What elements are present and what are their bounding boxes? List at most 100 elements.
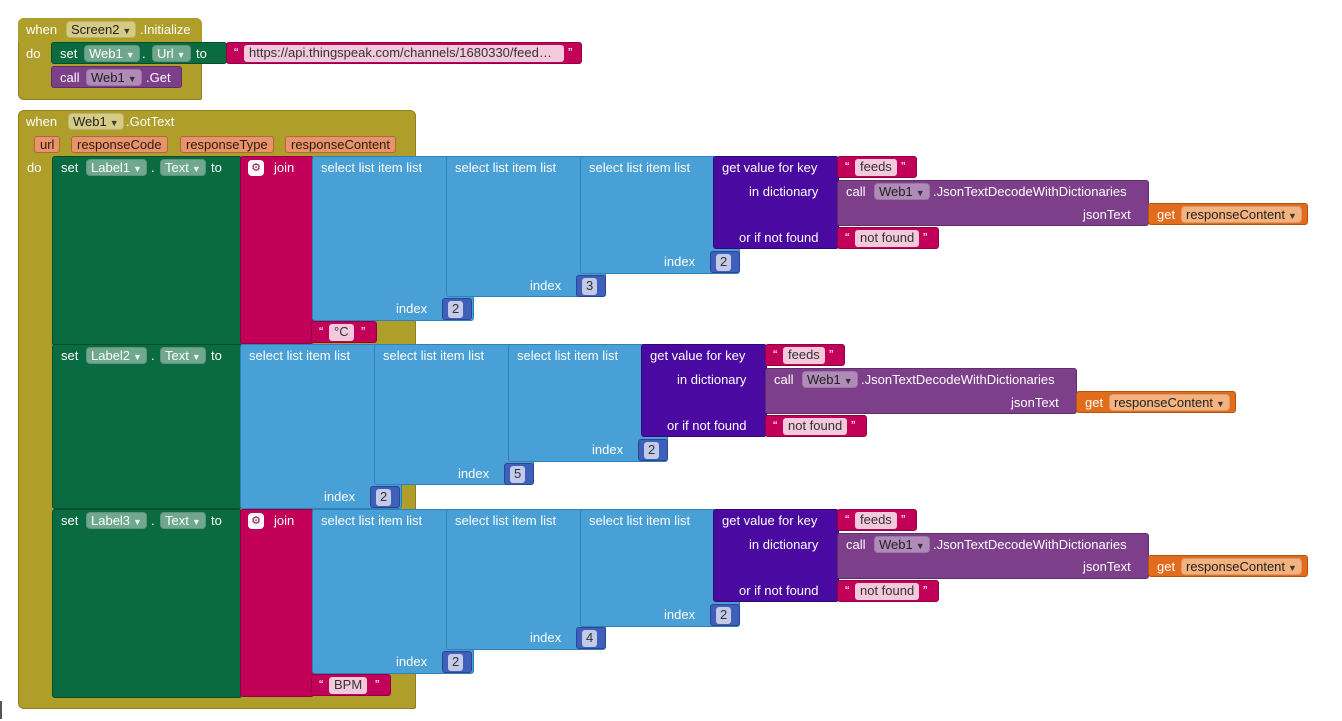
do-label: do	[27, 160, 42, 175]
gear-icon[interactable]: ⚙	[248, 160, 264, 176]
label-component-dropdown[interactable]: Label1 ▼	[86, 159, 147, 176]
join-block[interactable]	[240, 156, 314, 344]
chevron-down-icon: ▼	[122, 26, 132, 36]
dot-separator: .	[151, 513, 155, 528]
select-list-item-label: select list item list	[321, 513, 423, 528]
web-component-dropdown[interactable]: Web1 ▼	[874, 536, 930, 553]
json-text-label: jsonText	[1083, 559, 1131, 574]
not-found-text-field[interactable]: not found	[783, 418, 848, 435]
close-quote: ”	[851, 418, 856, 433]
chevron-down-icon: ▼	[843, 376, 853, 386]
in-dictionary-label: in dictionary	[677, 372, 747, 387]
to-label: to	[211, 513, 222, 528]
label-component-dropdown[interactable]: Label3 ▼	[86, 512, 147, 529]
select-list-item-block-mid[interactable]	[446, 156, 606, 297]
key-text-field[interactable]: feeds	[855, 512, 897, 529]
close-quote: ”	[829, 347, 834, 362]
text-cursor	[0, 701, 2, 719]
open-quote: “	[773, 418, 778, 433]
close-quote: ”	[568, 45, 573, 60]
or-if-not-found-label: or if not found	[739, 583, 819, 598]
url-property-dropdown[interactable]: Url ▼	[152, 45, 191, 62]
get-label: get	[1157, 207, 1176, 222]
dot-separator: .	[142, 46, 146, 61]
get-value-for-key-block[interactable]	[641, 344, 767, 437]
web-component-dropdown[interactable]: Web1 ▼	[874, 183, 930, 200]
web-component-dropdown[interactable]: Web1 ▼	[84, 45, 140, 62]
label-component-dropdown[interactable]: Label2 ▼	[86, 347, 147, 364]
gottext-event-name: .GotText	[126, 114, 175, 129]
select-list-item-block-mid[interactable]	[374, 344, 534, 485]
variable-dropdown[interactable]: responseContent ▼	[1181, 558, 1302, 575]
index-number-field[interactable]: 3	[582, 278, 598, 295]
initialize-event-name: .Initialize	[140, 22, 191, 37]
text-property-dropdown[interactable]: Text ▼	[160, 347, 206, 364]
variable-dropdown[interactable]: responseContent ▼	[1181, 206, 1302, 223]
param-response-code[interactable]: responseCode	[71, 136, 168, 153]
to-label: to	[211, 348, 222, 363]
index-number-field[interactable]: 2	[448, 654, 464, 671]
open-quote: “	[319, 324, 324, 339]
key-text-field[interactable]: feeds	[855, 159, 897, 176]
not-found-text-field[interactable]: not found	[855, 230, 920, 247]
index-number-field[interactable]: 2	[716, 607, 732, 624]
call-label: call	[60, 70, 80, 85]
when-label: when	[26, 114, 58, 129]
gear-icon[interactable]: ⚙	[248, 513, 264, 529]
param-url[interactable]: url	[34, 136, 61, 153]
chevron-down-icon: ▼	[1288, 211, 1297, 221]
index-number-field[interactable]: 2	[376, 489, 392, 506]
index-number-field[interactable]: 2	[448, 301, 464, 318]
text-property-dropdown[interactable]: Text ▼	[160, 159, 206, 176]
chevron-down-icon: ▼	[125, 50, 135, 60]
join-label: join	[274, 160, 295, 175]
url-text-field[interactable]: https://api.thingspeak.com/channels/1680…	[244, 45, 564, 62]
close-quote: ”	[901, 512, 906, 527]
set-label2-text-block[interactable]	[52, 344, 242, 509]
index-number-field[interactable]: 2	[716, 254, 732, 271]
index-number-field[interactable]: 4	[582, 630, 598, 647]
index-label: index	[592, 442, 624, 457]
json-text-label: jsonText	[1083, 207, 1131, 222]
suffix-text-field[interactable]: °C	[329, 324, 354, 341]
get-value-for-key-label: get value for key	[722, 160, 818, 175]
chevron-down-icon: ▼	[191, 164, 201, 174]
not-found-text-field[interactable]: not found	[855, 583, 920, 600]
set-label1-text-block[interactable]	[52, 156, 242, 346]
select-list-item-label: select list item list	[455, 160, 557, 175]
or-if-not-found-label: or if not found	[739, 230, 819, 245]
index-number-field[interactable]: 5	[510, 466, 526, 483]
set-label: set	[61, 160, 79, 175]
call-label: call	[846, 184, 866, 199]
call-label: call	[774, 372, 794, 387]
web-component-dropdown[interactable]: Web1 ▼	[86, 69, 142, 86]
or-if-not-found-label: or if not found	[667, 418, 747, 433]
select-list-item-label: select list item list	[455, 513, 557, 528]
open-quote: “	[845, 159, 850, 174]
index-label: index	[664, 254, 696, 269]
screen-component-dropdown[interactable]: Screen2 ▼	[66, 21, 137, 38]
web-component-dropdown[interactable]: Web1 ▼	[68, 113, 124, 130]
chevron-down-icon: ▼	[191, 352, 201, 362]
param-response-type[interactable]: responseType	[180, 136, 274, 153]
dot-separator: .	[151, 160, 155, 175]
index-label: index	[396, 654, 428, 669]
suffix-text-field[interactable]: BPM	[329, 677, 368, 694]
chevron-down-icon: ▼	[1216, 399, 1225, 409]
chevron-down-icon: ▼	[109, 118, 119, 128]
param-response-content[interactable]: responseContent	[285, 136, 397, 153]
select-list-item-label: select list item list	[589, 513, 691, 528]
in-dictionary-label: in dictionary	[749, 537, 819, 552]
join-block[interactable]	[240, 509, 314, 697]
set-label: set	[60, 46, 78, 61]
web-component-dropdown[interactable]: Web1 ▼	[802, 371, 858, 388]
variable-dropdown[interactable]: responseContent ▼	[1109, 394, 1230, 411]
get-value-for-key-label: get value for key	[722, 513, 818, 528]
set-label3-text-block[interactable]	[52, 509, 242, 698]
key-text-field[interactable]: feeds	[783, 347, 825, 364]
index-number-field[interactable]: 2	[644, 442, 660, 459]
select-list-item-block-mid[interactable]	[446, 509, 606, 650]
join-label: join	[274, 513, 295, 528]
get-value-for-key-block[interactable]	[713, 156, 839, 249]
text-property-dropdown[interactable]: Text ▼	[160, 512, 206, 529]
